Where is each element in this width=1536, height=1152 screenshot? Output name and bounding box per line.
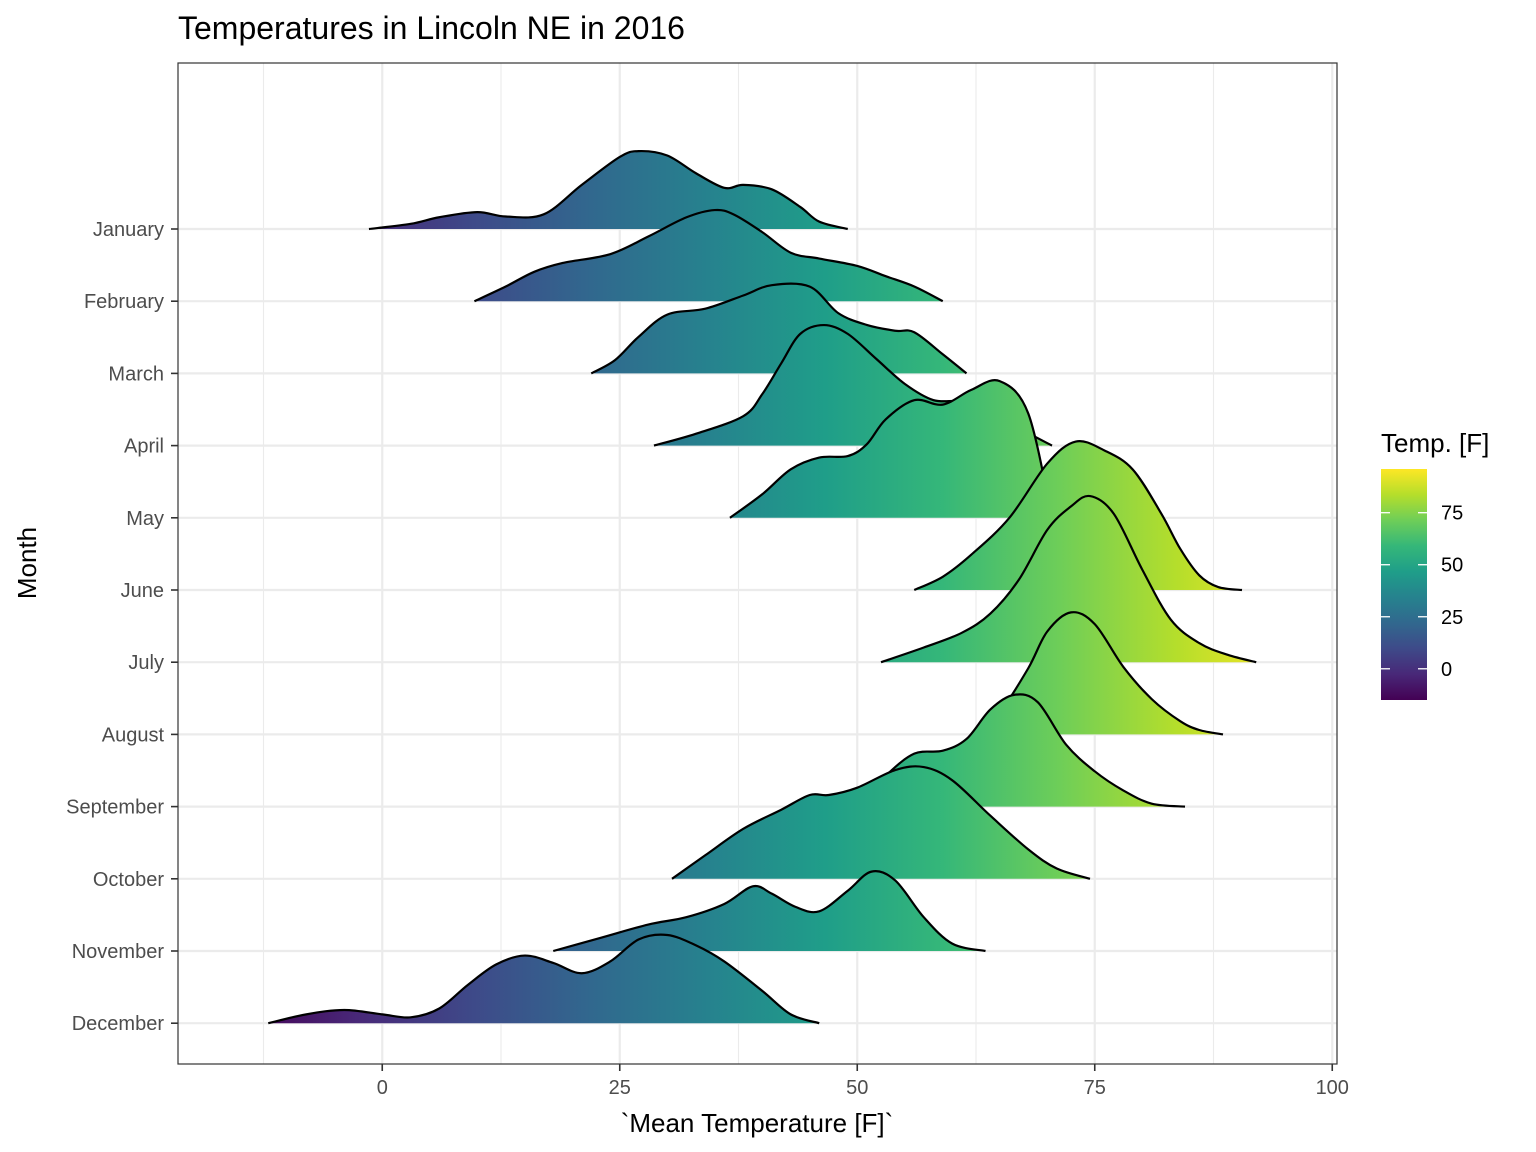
ridge-outline: [729, 379, 1054, 519]
ridge-outline: [473, 208, 944, 303]
ridge-fill: [881, 495, 1257, 663]
ridge-outline: [975, 611, 1224, 736]
x-tick-label: 25: [609, 1077, 631, 1099]
legend-title: Temp. [F]: [1381, 428, 1489, 458]
ridges: [268, 149, 1257, 1025]
x-tick-label: 100: [1316, 1077, 1349, 1099]
y-tick-label: November: [72, 941, 165, 963]
x-tick-label: 50: [846, 1077, 868, 1099]
ridge-october: [671, 765, 1091, 880]
y-axis: January February March April May June July Augu…: [66, 219, 178, 1035]
ridge-fill: [368, 151, 848, 229]
legend: Temp. [F] 0 25 50 75: [1381, 428, 1489, 700]
y-tick-label: January: [93, 219, 164, 241]
ridge-fill: [672, 766, 1090, 879]
y-tick-label: July: [128, 652, 164, 674]
y-tick-label: March: [108, 363, 164, 385]
y-tick-label: February: [84, 291, 164, 313]
ridge-outline: [913, 439, 1243, 592]
ridge-outline: [552, 870, 986, 953]
x-tick-label: 0: [377, 1077, 388, 1099]
x-axis-title: `Mean Temperature [F]`: [621, 1108, 894, 1138]
y-tick-label: August: [102, 724, 165, 746]
ridge-may: [729, 379, 1054, 519]
legend-label: 75: [1441, 503, 1463, 525]
y-axis-title: Month: [12, 527, 42, 599]
ridge-july: [880, 494, 1257, 664]
x-axis: 0 25 50 75 100: [377, 1064, 1349, 1099]
ridge-outline: [590, 282, 968, 375]
ridge-fill: [474, 209, 943, 302]
ridge-outline: [880, 494, 1257, 664]
ridge-fill: [591, 283, 967, 374]
ridge-outline: [368, 149, 849, 231]
ridge-fill: [553, 871, 986, 951]
y-tick-label: December: [72, 1013, 165, 1035]
chart-title: Temperatures in Lincoln NE in 2016: [178, 10, 685, 46]
ridge-fill: [268, 934, 820, 1024]
y-tick-label: May: [126, 508, 164, 530]
y-tick-label: April: [124, 436, 164, 458]
ridge-outline: [671, 765, 1091, 880]
ridge-december: [268, 933, 820, 1025]
y-tick-label: October: [93, 869, 164, 891]
legend-label: 25: [1441, 607, 1463, 629]
ridge-fill: [729, 380, 1052, 518]
legend-label: 0: [1441, 659, 1452, 681]
ridge-march: [590, 282, 968, 375]
y-tick-label: June: [121, 580, 164, 602]
ridge-january: [368, 149, 849, 231]
ridge-outline: [268, 933, 820, 1025]
legend-colorbar: [1381, 469, 1427, 700]
plot-panel-border: [177, 62, 1338, 1065]
ridge-outline: [856, 693, 1186, 808]
y-tick-label: September: [66, 797, 164, 819]
x-tick-label: 75: [1084, 1077, 1106, 1099]
legend-label: 50: [1441, 555, 1463, 577]
ridge-february: [473, 208, 944, 303]
ridge-november: [552, 870, 986, 953]
